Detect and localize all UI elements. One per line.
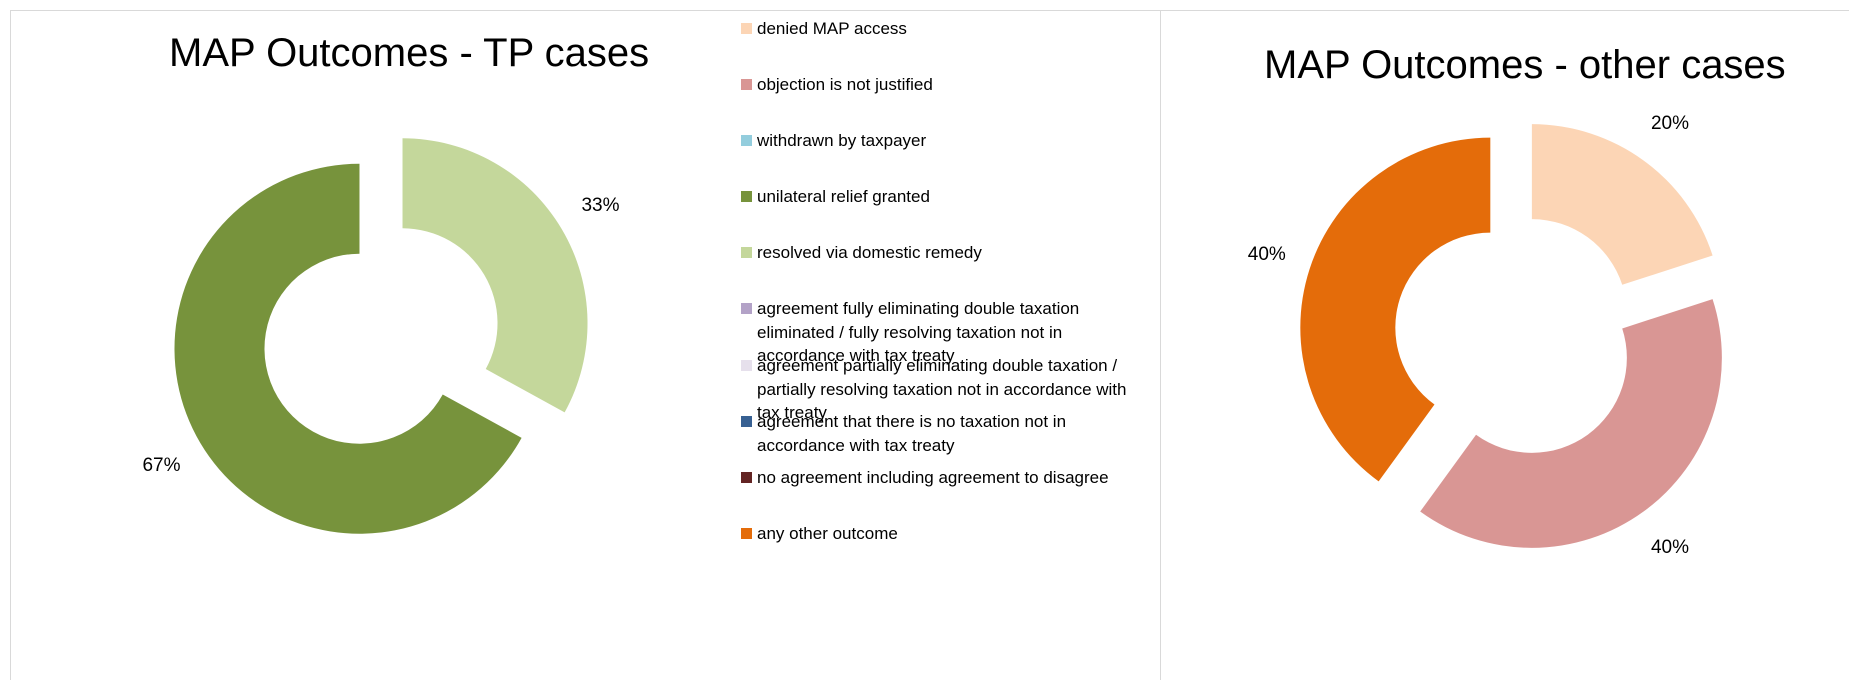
legend-swatch bbox=[741, 79, 752, 90]
legend-swatch bbox=[741, 135, 752, 146]
legend-swatch bbox=[741, 360, 752, 371]
legend-swatch bbox=[741, 23, 752, 34]
doughnut-slice-any-other-outcome bbox=[1300, 137, 1491, 482]
legend-label: objection is not justified bbox=[757, 75, 933, 94]
legend-item-agreement-fully-eliminating-double-taxat: agreement fully eliminating double taxat… bbox=[741, 297, 1152, 368]
data-label-resolved-via-domestic-remedy: 33% bbox=[581, 195, 619, 216]
chart-panel-tp-cases: MAP Outcomes - TP cases 33% 67% denied MA… bbox=[10, 10, 1161, 680]
doughnut-slice-unilateral-relief-granted bbox=[174, 163, 522, 534]
legend-swatch bbox=[741, 303, 752, 314]
legend-label: agreement fully eliminating double taxat… bbox=[757, 299, 1080, 365]
legend-item-no-agreement-including-agreement-to-disa: no agreement including agreement to disa… bbox=[741, 466, 1152, 490]
chart-panel-other-cases: MAP Outcomes - other cases 20% 40% 40% bbox=[1160, 10, 1849, 680]
doughnut-slice-objection-is-not-justified bbox=[1420, 299, 1722, 548]
doughnut-slice-resolved-via-domestic-remedy bbox=[402, 138, 588, 413]
legend-swatch bbox=[741, 247, 752, 258]
legend-item-objection-is-not-justified: objection is not justified bbox=[741, 73, 1152, 97]
legend-swatch bbox=[741, 416, 752, 427]
legend-swatch bbox=[741, 472, 752, 483]
data-label-denied-map-access: 20% bbox=[1651, 113, 1689, 134]
legend-label: resolved via domestic remedy bbox=[757, 243, 982, 262]
legend-label: unilateral relief granted bbox=[757, 187, 930, 206]
legend-item-resolved-via-domestic-remedy: resolved via domestic remedy bbox=[741, 241, 1152, 265]
legend-label: any other outcome bbox=[757, 524, 898, 543]
data-label-objection-is-not-justified: 40% bbox=[1651, 537, 1689, 558]
legend-item-unilateral-relief-granted: unilateral relief granted bbox=[741, 185, 1152, 209]
chart-title-tp-cases: MAP Outcomes - TP cases bbox=[169, 31, 650, 75]
data-label-unilateral-relief-granted: 67% bbox=[142, 455, 180, 476]
legend-label: agreement that there is no taxation not … bbox=[757, 412, 1067, 455]
data-label-any-other-outcome: 40% bbox=[1248, 244, 1286, 265]
chart-title-other-cases: MAP Outcomes - other cases bbox=[1264, 43, 1786, 87]
legend-label: no agreement including agreement to disa… bbox=[757, 468, 1109, 487]
doughnut-slice-denied-map-access bbox=[1531, 124, 1713, 285]
legend-swatch bbox=[741, 528, 752, 539]
legend-item-agreement-that-there-is-no-taxation-not-: agreement that there is no taxation not … bbox=[741, 410, 1152, 457]
legend-swatch bbox=[741, 191, 752, 202]
legend-label: withdrawn by taxpayer bbox=[757, 131, 927, 150]
legend-item-denied-map-access: denied MAP access bbox=[741, 17, 1152, 41]
legend-item-agreement-partially-eliminating-double-t: agreement partially eliminating double t… bbox=[741, 354, 1152, 425]
legend-item-any-other-outcome: any other outcome bbox=[741, 522, 1152, 546]
legend-label: agreement partially eliminating double t… bbox=[757, 356, 1127, 422]
legend-label: denied MAP access bbox=[757, 19, 907, 38]
legend-item-withdrawn-by-taxpayer: withdrawn by taxpayer bbox=[741, 129, 1152, 153]
doughnut-chart-tp-cases: 33% 67% bbox=[142, 138, 620, 534]
doughnut-chart-other-cases: 20% 40% 40% bbox=[1248, 113, 1722, 558]
